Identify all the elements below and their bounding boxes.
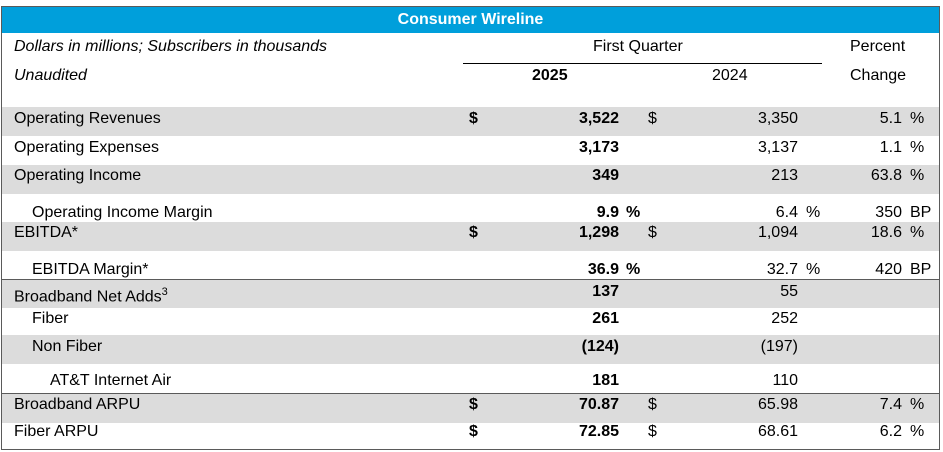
- value-2024: 213: [771, 167, 798, 184]
- value-2025: 137: [592, 283, 619, 300]
- percent-change: 63.8: [870, 167, 902, 184]
- currency-2024: $: [648, 423, 657, 440]
- value-2024: 32.7: [766, 261, 798, 278]
- row-label: Operating Expenses: [14, 139, 159, 156]
- col-2024-header: 2024: [712, 67, 748, 84]
- row-label: AT&T Internet Air: [50, 372, 172, 389]
- value-2025: 9.9: [596, 204, 619, 221]
- unit-2025: %: [626, 204, 641, 221]
- row-label: EBITDA Margin*: [32, 261, 149, 278]
- value-2025: 349: [592, 167, 619, 184]
- unit-2024: %: [806, 261, 821, 278]
- table-row: EBITDA Margin* 36.9% 32.7% 420 BP: [2, 251, 939, 279]
- unit-2024: %: [806, 204, 821, 221]
- percent-change: 350: [875, 204, 902, 221]
- percent-change: 5.1: [879, 110, 902, 127]
- period-header: First Quarter: [593, 38, 683, 55]
- unit-2025: %: [626, 261, 641, 278]
- table-row: Non Fiber (124) (197): [2, 335, 939, 364]
- header-rule: [463, 63, 822, 64]
- percent-change: 1.1: [879, 139, 902, 156]
- value-2025: 3,522: [578, 110, 619, 127]
- currency-2025: $: [469, 396, 478, 413]
- table-title: Consumer Wireline: [2, 7, 939, 33]
- table-row: Fiber 261 252: [2, 307, 939, 335]
- value-2025: 70.87: [578, 396, 619, 413]
- table-row: Broadband Net Adds3 137 55: [2, 279, 939, 308]
- change-header: Change: [850, 67, 907, 84]
- table-row: Fiber ARPU $72.85 $68.61 6.2%: [2, 422, 939, 450]
- row-label: Broadband ARPU: [14, 396, 141, 413]
- row-label: Operating Income: [14, 167, 142, 184]
- row-label: Non Fiber: [32, 338, 103, 355]
- table-row: Operating Income 349 213 63.8%: [2, 165, 939, 194]
- percent-change: 7.4: [879, 396, 902, 413]
- percent-header: Percent: [850, 38, 906, 55]
- value-2025: 1,298: [578, 224, 619, 241]
- table-row: AT&T Internet Air 181 110: [2, 364, 939, 393]
- value-2024: 110: [772, 372, 798, 389]
- table-row: Operating Revenues $3,522 $3,350 5.1%: [2, 107, 939, 136]
- row-label: EBITDA*: [14, 224, 79, 241]
- row-label: Fiber ARPU: [14, 423, 99, 440]
- value-2025: 261: [592, 310, 619, 327]
- value-2024: 3,137: [757, 139, 798, 156]
- change-unit: %: [910, 167, 925, 184]
- change-unit: %: [910, 110, 925, 127]
- value-2024: 65.98: [757, 396, 798, 413]
- currency-2024: $: [648, 224, 657, 241]
- change-unit: BP: [910, 204, 932, 221]
- value-2024: 55: [780, 283, 798, 300]
- percent-change: 420: [875, 261, 902, 278]
- change-unit: %: [910, 139, 925, 156]
- row-label: Operating Income Margin: [32, 204, 213, 221]
- row-label: Broadband Net Adds3: [14, 286, 168, 306]
- value-2025: 72.85: [578, 423, 619, 440]
- row-label: Operating Revenues: [14, 110, 161, 127]
- currency-2025: $: [469, 110, 478, 127]
- unaudited-note: Unaudited: [14, 67, 87, 84]
- value-2025: 36.9: [587, 261, 619, 278]
- value-2024: 6.4: [775, 204, 798, 221]
- percent-change: 18.6: [870, 224, 902, 241]
- consumer-wireline-table: Consumer Wireline Dollars in millions; S…: [1, 6, 940, 450]
- value-2024: 1,094: [757, 224, 798, 241]
- table-row: EBITDA* $1,298 $1,094 18.6%: [2, 222, 939, 251]
- table-row: Operating Income Margin 9.9% 6.4% 350 BP: [2, 194, 939, 222]
- currency-2024: $: [648, 110, 657, 127]
- value-2025: 3,173: [578, 139, 619, 156]
- table-row: Operating Expenses 3,173 3,137 1.1%: [2, 136, 939, 165]
- value-2025: (124): [581, 338, 619, 355]
- value-2024: 252: [771, 310, 798, 327]
- change-unit: BP: [910, 261, 932, 278]
- units-note: Dollars in millions; Subscribers in thou…: [14, 38, 328, 55]
- value-2024: (197): [760, 338, 798, 355]
- change-unit: %: [910, 396, 925, 413]
- table-row: Broadband ARPU $70.87 $65.98 7.4%: [2, 393, 939, 423]
- col-2025-header: 2025: [532, 67, 568, 84]
- currency-2024: $: [648, 396, 657, 413]
- change-unit: %: [910, 224, 925, 241]
- currency-2025: $: [469, 423, 478, 440]
- value-2025: 181: [592, 372, 619, 389]
- change-unit: %: [910, 423, 925, 440]
- value-2024: 68.61: [757, 423, 798, 440]
- currency-2025: $: [469, 224, 478, 241]
- row-label: Fiber: [32, 310, 69, 327]
- value-2024: 3,350: [757, 110, 798, 127]
- percent-change: 6.2: [879, 423, 902, 440]
- footnote-marker: 3: [161, 286, 168, 298]
